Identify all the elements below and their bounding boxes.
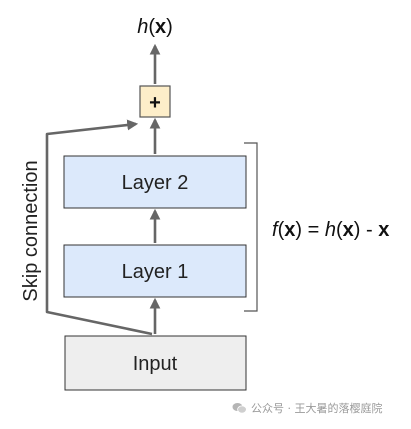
layer-2-box [63, 155, 247, 209]
watermark: 公众号 · 王大暑的落樱庭院 [232, 400, 383, 416]
residual-bracket [244, 142, 258, 312]
residual-equation: f(x) = h(x) - x [272, 219, 389, 241]
wechat-icon [232, 403, 247, 414]
layer-1-box [63, 244, 247, 298]
input-box [64, 335, 247, 391]
plus-symbol: + [149, 92, 161, 114]
output-label: h(x) [137, 16, 173, 38]
skip-connection-label: Skip connection [20, 160, 42, 301]
layer-2-label: Layer 2 [122, 172, 189, 194]
skip-connection-arrow [45, 119, 153, 336]
watermark-text: 公众号 · 王大暑的落樱庭院 [251, 402, 383, 415]
input-label: Input [133, 353, 178, 375]
layer-1-label: Layer 1 [122, 261, 189, 283]
add-operation-box [139, 85, 171, 118]
